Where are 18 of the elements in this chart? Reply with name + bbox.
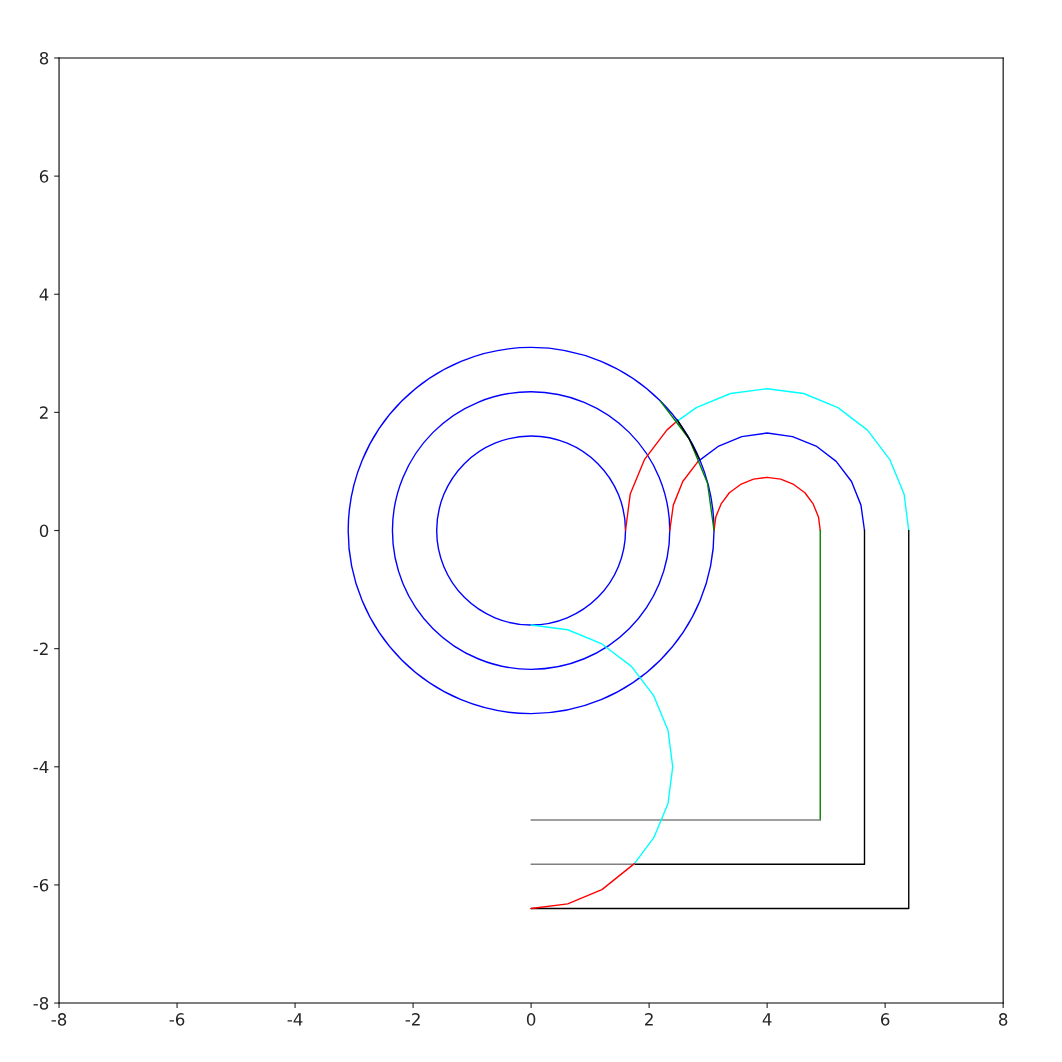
x-tick-label: 0	[526, 1013, 536, 1026]
x-tick-label: -2	[405, 1013, 420, 1026]
x-tick-label: 6	[881, 1013, 890, 1026]
x-tick-label: -4	[287, 1013, 303, 1026]
x-tick-label: 4	[762, 1013, 772, 1026]
x-tick-label: 8	[998, 1013, 1008, 1026]
y-tick-label: -6	[33, 878, 49, 892]
y-tick-label: 0	[39, 524, 49, 538]
y-tick-label: 8	[39, 51, 49, 65]
x-tick-label: 2	[645, 1013, 653, 1026]
y-tick-label: 4	[39, 288, 49, 301]
y-tick-label: 6	[39, 170, 49, 183]
x-tick-label: -8	[51, 1013, 67, 1026]
y-tick-label: -2	[33, 642, 48, 655]
y-tick-label: 2	[39, 406, 48, 419]
x-tick-label: -6	[169, 1013, 185, 1026]
y-tick-label: -8	[33, 997, 49, 1010]
y-tick-label: -4	[33, 760, 49, 774]
